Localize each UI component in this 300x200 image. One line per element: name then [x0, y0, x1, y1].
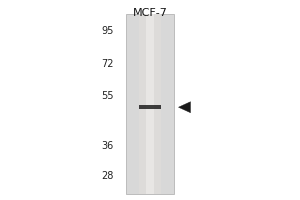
Text: 28: 28: [102, 171, 114, 181]
Bar: [139, 14, 161, 194]
Text: 72: 72: [101, 59, 114, 69]
Text: 36: 36: [102, 141, 114, 151]
Text: 55: 55: [101, 91, 114, 101]
Bar: [146, 14, 154, 194]
Bar: [126, 14, 174, 194]
Text: MCF-7: MCF-7: [133, 8, 167, 18]
Polygon shape: [178, 102, 190, 113]
Bar: [139, 105, 161, 109]
Text: 95: 95: [102, 26, 114, 36]
